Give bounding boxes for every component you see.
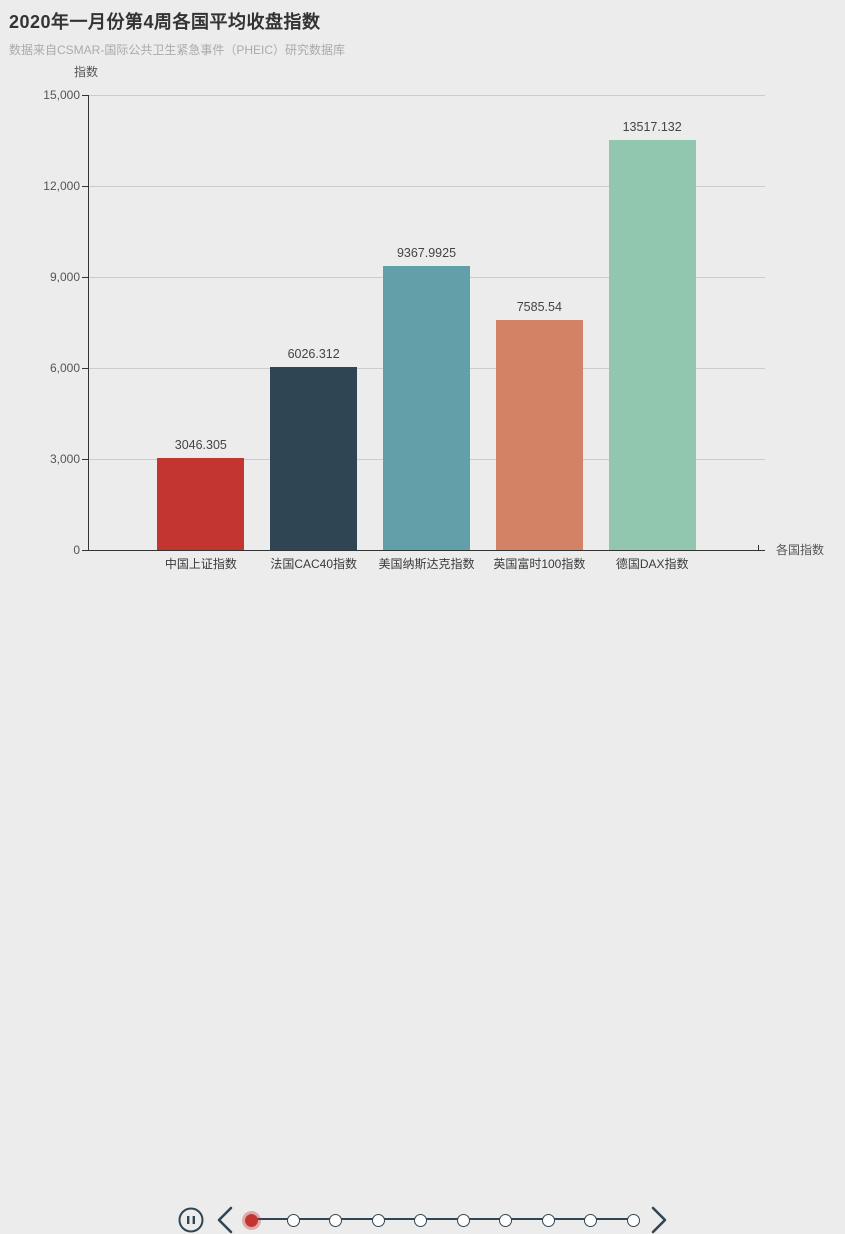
x-category-label: 法国CAC40指数 bbox=[270, 557, 357, 571]
y-tick-label: 15,000 bbox=[43, 88, 80, 102]
x-axis-line bbox=[88, 550, 765, 551]
y-tick-label: 6,000 bbox=[49, 361, 80, 375]
bar-value-label: 6026.312 bbox=[287, 347, 340, 362]
gridline bbox=[88, 94, 765, 96]
bar[interactable] bbox=[270, 367, 358, 550]
x-axis-end-tick bbox=[758, 545, 759, 550]
timeline-dot[interactable] bbox=[286, 1213, 300, 1227]
timeline-line bbox=[251, 1218, 633, 1220]
timeline-dot[interactable] bbox=[329, 1213, 343, 1227]
y-axis-tick bbox=[82, 276, 88, 278]
timeline-dot[interactable] bbox=[541, 1213, 555, 1227]
bar[interactable] bbox=[495, 319, 583, 550]
timeline-dot[interactable] bbox=[456, 1213, 470, 1227]
y-axis-tick bbox=[82, 94, 88, 96]
bar-value-label: 13517.132 bbox=[622, 119, 682, 134]
plot-area: 0 3,000 6,000 9,000 12,000 15,000 3046.305 中国上证… bbox=[0, 0, 845, 600]
chevron-right-icon bbox=[651, 1206, 667, 1234]
timeline-dot[interactable] bbox=[499, 1213, 513, 1227]
bar-value-label: 9367.9925 bbox=[396, 245, 457, 260]
timeline-dot-active[interactable] bbox=[241, 1210, 261, 1230]
prev-step-arrow[interactable] bbox=[216, 1206, 234, 1234]
play-pause-button[interactable] bbox=[178, 1207, 204, 1233]
y-axis-tick bbox=[82, 185, 88, 187]
timeline-dot[interactable] bbox=[626, 1213, 640, 1227]
y-axis-tick bbox=[82, 549, 88, 551]
y-axis-tick bbox=[82, 458, 88, 460]
x-category-label: 美国纳斯达克指数 bbox=[378, 557, 475, 571]
bar[interactable] bbox=[608, 139, 696, 550]
y-axis-line bbox=[88, 95, 89, 550]
y-tick-label: 12,000 bbox=[43, 179, 80, 193]
timeline-dot[interactable] bbox=[414, 1213, 428, 1227]
y-tick-label: 3,000 bbox=[49, 452, 80, 466]
y-axis-tick bbox=[82, 367, 88, 369]
y-axis-name: 指数 bbox=[74, 65, 99, 79]
bar[interactable] bbox=[383, 265, 470, 550]
timeline-dot[interactable] bbox=[584, 1213, 598, 1227]
bar-value-label: 7585.54 bbox=[516, 299, 562, 314]
gridline bbox=[88, 185, 765, 187]
timeline-control bbox=[0, 598, 845, 1234]
chart-title: 2020年一月份第4周各国平均收盘指数 bbox=[9, 12, 321, 32]
x-axis-name: 各国指数 bbox=[776, 543, 825, 557]
pause-icon bbox=[178, 1207, 204, 1233]
bar-value-label: 3046.305 bbox=[174, 437, 227, 452]
chart-subtitle: 数据来自CSMAR-国际公共卫生紧急事件（PHEIC）研究数据库 bbox=[9, 43, 346, 57]
x-category-label: 英国富时100指数 bbox=[493, 557, 586, 571]
next-step-arrow[interactable] bbox=[650, 1206, 668, 1234]
chevron-left-icon bbox=[217, 1206, 233, 1234]
y-tick-label: 0 bbox=[73, 543, 80, 557]
timeline-dot[interactable] bbox=[371, 1213, 385, 1227]
x-category-label: 中国上证指数 bbox=[164, 557, 237, 571]
bar[interactable] bbox=[157, 457, 245, 550]
x-category-label: 德国DAX指数 bbox=[615, 557, 689, 571]
y-tick-label: 9,000 bbox=[49, 270, 80, 284]
